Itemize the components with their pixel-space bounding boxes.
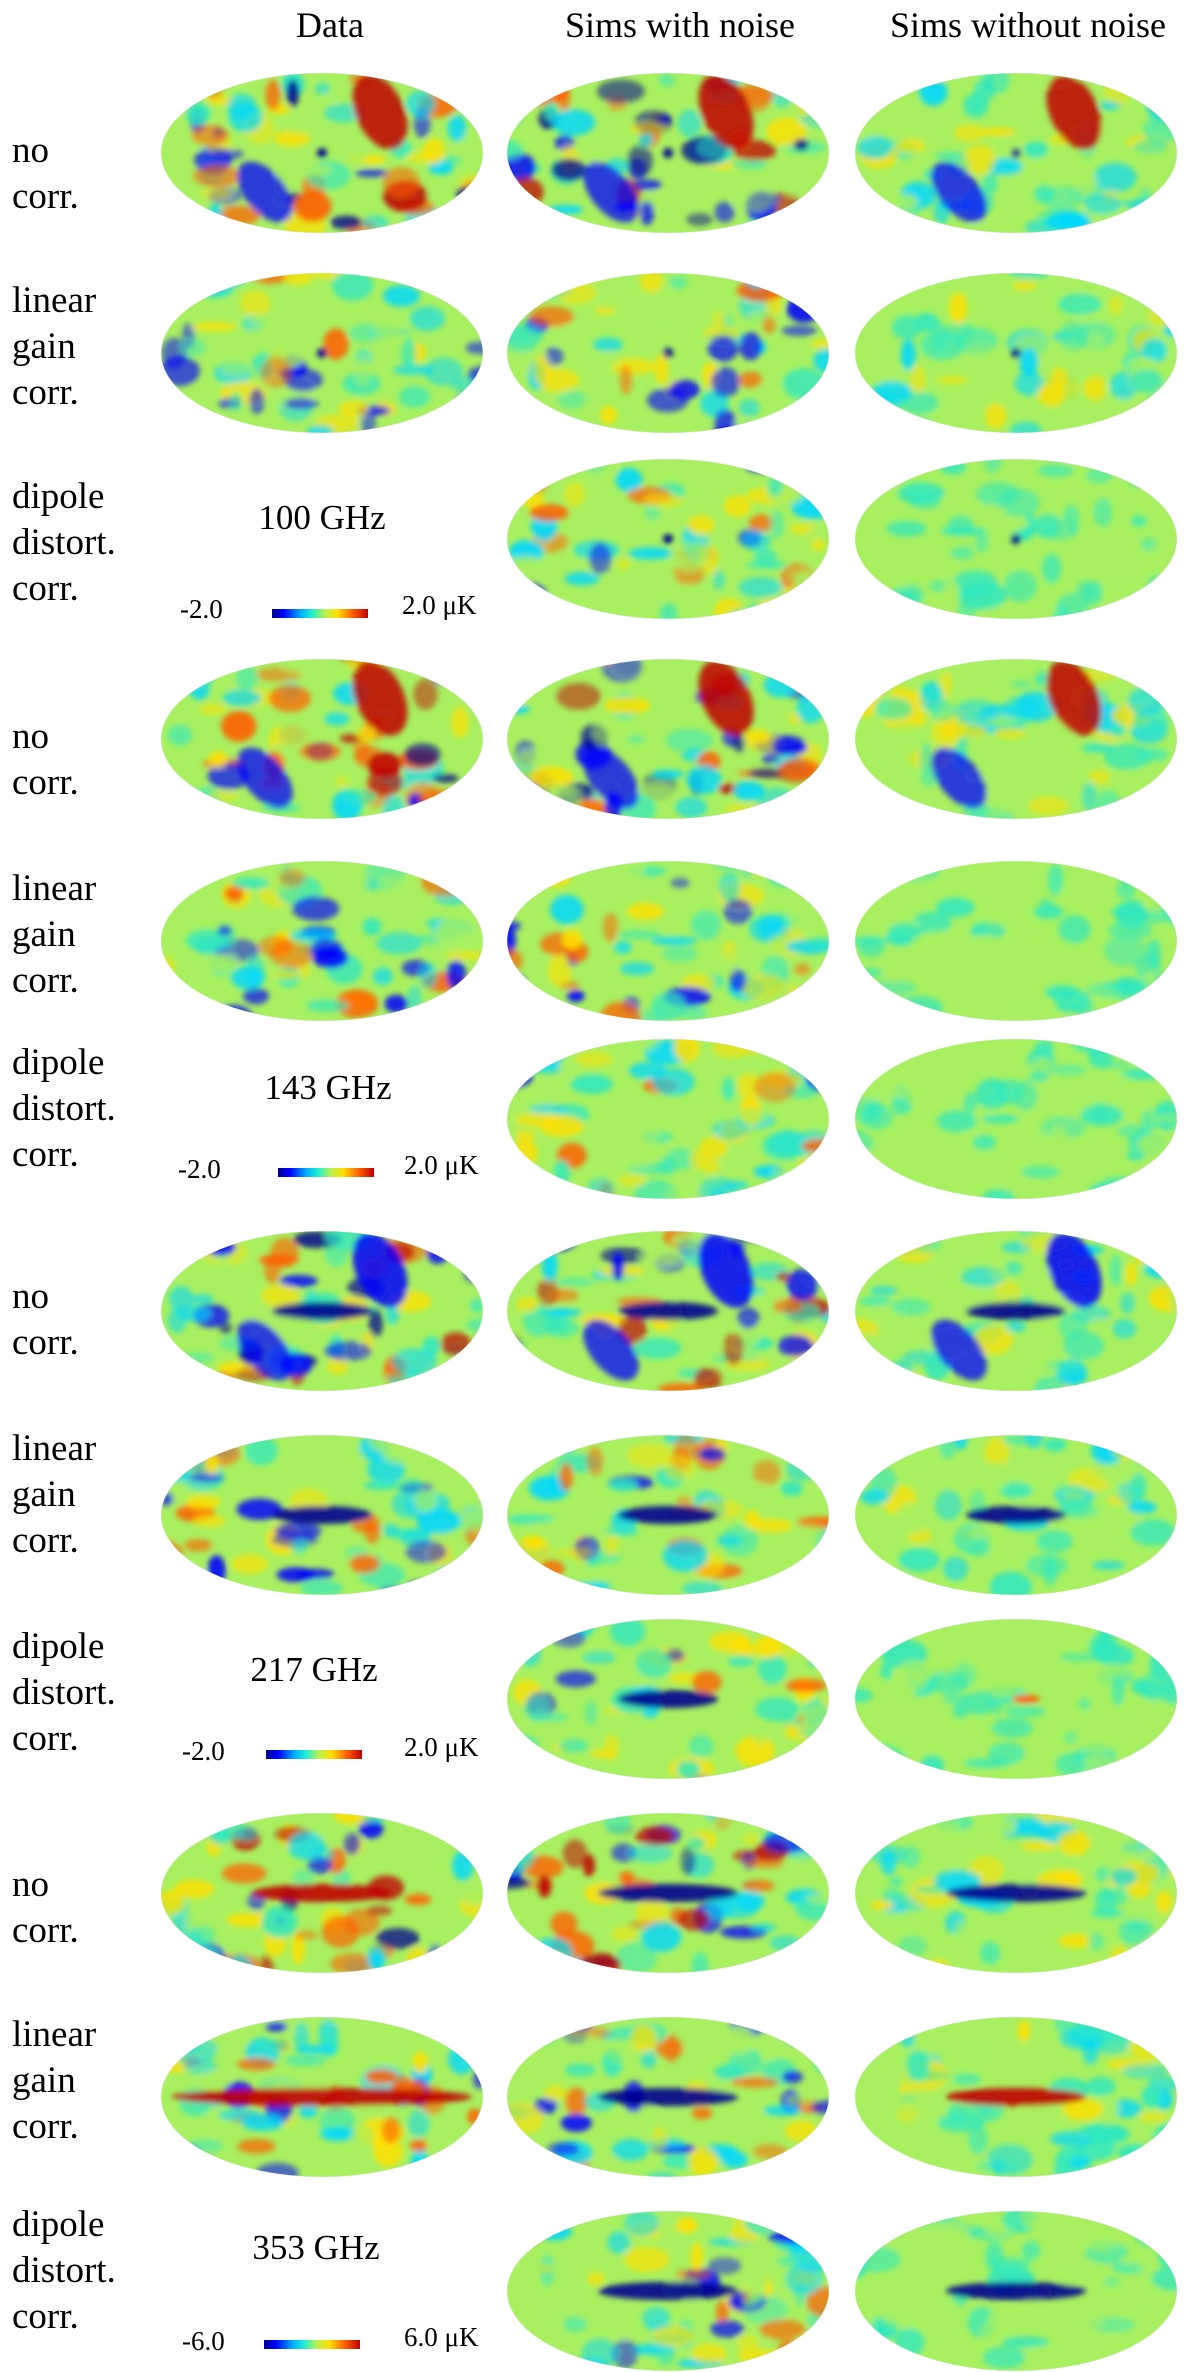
sky-map-353ghz-dipole-distort-corr-col3: [854, 2210, 1178, 2372]
sky-map-100ghz-linear-gain-corr-col1: [160, 272, 484, 434]
frequency-label: 217 GHz: [250, 1650, 378, 1689]
map-outline: [854, 72, 1178, 234]
sky-map-353ghz-no-corr-col2: [506, 1812, 830, 1974]
sky-map-217ghz-linear-gain-corr-col1: [160, 1434, 484, 1596]
row-label-no-corr: no corr.: [12, 1864, 79, 1951]
sky-map-217ghz-no-corr-col1: [160, 1230, 484, 1392]
map-outline: [160, 1230, 484, 1392]
column-header-sims-without-noise: Sims without noise: [889, 5, 1167, 45]
map-outline: [506, 1230, 830, 1392]
map-outline: [506, 658, 830, 820]
map-outline: [854, 1618, 1178, 1780]
colorbar-min-label: -6.0: [182, 2326, 225, 2356]
map-outline: [854, 1812, 1178, 1974]
map-outline: [854, 860, 1178, 1022]
colorbar-max-label: 2.0 μK: [404, 1150, 479, 1180]
map-outline: [854, 272, 1178, 434]
map-outline: [506, 1038, 830, 1200]
map-outline: [160, 72, 484, 234]
sky-map-217ghz-linear-gain-corr-col2: [506, 1434, 830, 1596]
map-outline: [160, 1812, 484, 1974]
sky-map-143ghz-linear-gain-corr-col3: [854, 860, 1178, 1022]
sky-map-217ghz-dipole-distort-corr-col2: [506, 1618, 830, 1780]
row-label-dipole-distort-corr: dipole distort. corr.: [12, 1626, 116, 1759]
sky-map-217ghz-no-corr-col2: [506, 1230, 830, 1392]
colorbar-min-label: -2.0: [182, 1736, 225, 1766]
map-outline: [854, 458, 1178, 620]
sky-map-353ghz-dipole-distort-corr-col2: [506, 2210, 830, 2372]
row-label-no-corr: no corr.: [12, 716, 79, 803]
row-label-linear-gain-corr: linear gain corr.: [12, 280, 97, 413]
map-outline: [160, 860, 484, 1022]
colorbar: [272, 609, 368, 618]
colorbar-min-label: -2.0: [178, 1154, 221, 1184]
sky-map-143ghz-linear-gain-corr-col1: [160, 860, 484, 1022]
row-label-linear-gain-corr: linear gain corr.: [12, 868, 97, 1001]
map-outline: [160, 1434, 484, 1596]
map-outline: [506, 2016, 830, 2178]
sky-map-100ghz-dipole-distort-corr-col3: [854, 458, 1178, 620]
column-header-sims-with-noise: Sims with noise: [564, 5, 796, 45]
map-outline: [506, 1434, 830, 1596]
sky-map-217ghz-no-corr-col3: [854, 1230, 1178, 1392]
map-outline: [854, 1038, 1178, 1200]
row-label-no-corr: no corr.: [12, 1276, 79, 1363]
map-outline: [854, 1434, 1178, 1596]
sky-map-143ghz-no-corr-col3: [854, 658, 1178, 820]
sky-map-353ghz-no-corr-col3: [854, 1812, 1178, 1974]
sky-map-353ghz-linear-gain-corr-col3: [854, 2016, 1178, 2178]
sky-map-143ghz-dipole-distort-corr-col2: [506, 1038, 830, 1200]
colorbar: [266, 1750, 362, 1759]
map-outline: [854, 2016, 1178, 2178]
colorbar-max-label: 6.0 μK: [404, 2322, 479, 2352]
sky-map-143ghz-no-corr-col1: [160, 658, 484, 820]
sky-map-143ghz-no-corr-col2: [506, 658, 830, 820]
map-outline: [506, 72, 830, 234]
sky-map-100ghz-linear-gain-corr-col3: [854, 272, 1178, 434]
sky-map-100ghz-linear-gain-corr-col2: [506, 272, 830, 434]
map-outline: [854, 1230, 1178, 1392]
colorbar: [264, 2340, 360, 2349]
colorbar: [278, 1168, 374, 1177]
sky-map-143ghz-dipole-distort-corr-col3: [854, 1038, 1178, 1200]
map-outline: [506, 458, 830, 620]
sky-map-353ghz-linear-gain-corr-col2: [506, 2016, 830, 2178]
map-outline: [160, 2016, 484, 2178]
frequency-label: 100 GHz: [258, 498, 386, 537]
row-label-dipole-distort-corr: dipole distort. corr.: [12, 476, 116, 609]
sky-map-100ghz-no-corr-col2: [506, 72, 830, 234]
map-outline: [506, 272, 830, 434]
map-outline: [160, 658, 484, 820]
sky-map-353ghz-linear-gain-corr-col1: [160, 2016, 484, 2178]
sky-map-143ghz-linear-gain-corr-col2: [506, 860, 830, 1022]
row-label-no-corr: no corr.: [12, 130, 79, 217]
colorbar-max-label: 2.0 μK: [402, 590, 477, 620]
sky-map-100ghz-dipole-distort-corr-col2: [506, 458, 830, 620]
row-label-linear-gain-corr: linear gain corr.: [12, 2014, 97, 2147]
column-header-data: Data: [296, 5, 364, 45]
map-outline: [506, 1812, 830, 1974]
sky-map-353ghz-no-corr-col1: [160, 1812, 484, 1974]
map-outline: [506, 860, 830, 1022]
sky-map-217ghz-dipole-distort-corr-col3: [854, 1618, 1178, 1780]
sky-map-100ghz-no-corr-col1: [160, 72, 484, 234]
sky-map-100ghz-no-corr-col3: [854, 72, 1178, 234]
map-outline: [160, 272, 484, 434]
sky-map-217ghz-linear-gain-corr-col3: [854, 1434, 1178, 1596]
row-label-linear-gain-corr: linear gain corr.: [12, 1428, 97, 1561]
row-label-dipole-distort-corr: dipole distort. corr.: [12, 1042, 116, 1175]
row-label-dipole-distort-corr: dipole distort. corr.: [12, 2204, 116, 2337]
colorbar-min-label: -2.0: [180, 594, 223, 624]
map-outline: [506, 1618, 830, 1780]
frequency-label: 143 GHz: [264, 1068, 392, 1107]
frequency-label: 353 GHz: [252, 2228, 380, 2267]
map-outline: [854, 658, 1178, 820]
colorbar-max-label: 2.0 μK: [404, 1732, 479, 1762]
